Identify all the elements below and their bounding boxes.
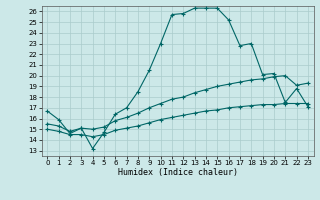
X-axis label: Humidex (Indice chaleur): Humidex (Indice chaleur) [118, 168, 237, 177]
